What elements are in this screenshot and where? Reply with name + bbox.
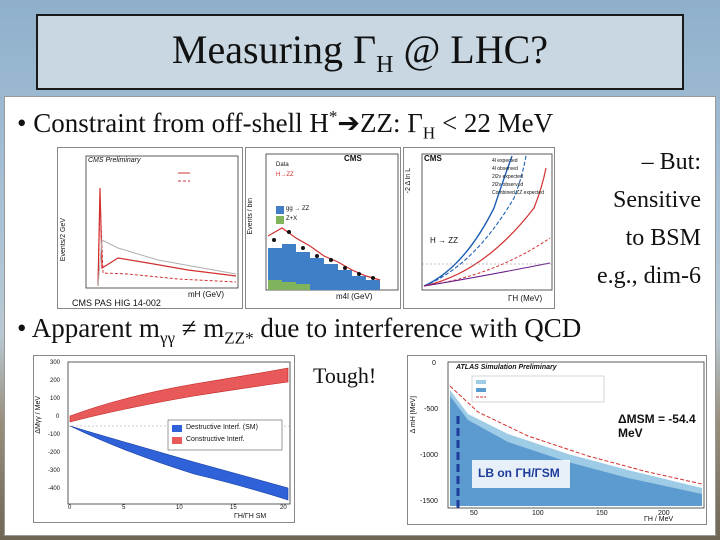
plot4-ylabel: ΔMγγ / MeV (35, 396, 42, 434)
side-note-bsm: to BSM (625, 225, 701, 251)
plot5-ylabel: Δ mH [MeV] (410, 396, 417, 434)
plot3-xlabel: ΓH (MeV) (508, 294, 543, 303)
plot2-ylabel: Events / bin (247, 198, 254, 235)
plot4-xtick-20: 20 (280, 505, 287, 511)
slide-title: Measuring ΓH @ LHC? (171, 26, 549, 78)
plot-cms-histogram: CMS Events / bin m4l (GeV) Data H→ZZ gg … (245, 147, 401, 309)
plot5-ytick-0: 0 (432, 360, 436, 367)
plot5-annotation: ΔMSM = -54.4 MeV (618, 412, 696, 440)
bullet-offshell-constraint: • Constraint from off-shell H*➔ZZ: ΓH < … (17, 107, 554, 143)
plot5-xtick-150: 150 (596, 510, 608, 517)
plot4-ytick-200: 200 (50, 378, 61, 384)
plot3-ylabel: -2 Δ ln L (405, 168, 412, 194)
plot2-legend-signal: H→ZZ (276, 172, 294, 178)
plot2-label: CMS (344, 154, 362, 163)
plot3-region: H → ZZ (430, 236, 458, 245)
tough-label: Tough! (313, 363, 377, 388)
plot1-ylabel: Events/2 GeV (60, 218, 67, 262)
plot5-ytick-m1000: -1000 (420, 452, 438, 459)
plot3-legend-combined: Combined ZZ expected (492, 190, 544, 196)
plot1-label: CMS Preliminary (88, 157, 141, 164)
plot4-ytick-100: 100 (50, 396, 61, 402)
side-note-dim6: e.g., dim-6 (597, 263, 701, 289)
plot4-legend-constructive: Constructive Interf. (186, 436, 245, 443)
plot2-legend-zx: Z+X (286, 216, 298, 222)
plot4-ytick-m200: -200 (48, 450, 61, 456)
slide-content: • Constraint from off-shell H*➔ZZ: ΓH < … (4, 96, 716, 536)
plot4-ytick-0: 0 (56, 414, 60, 420)
plot5-xtick-100: 100 (532, 510, 544, 517)
plot-cms-mass-distribution: CMS Preliminary Events/2 GeV mH (GeV) CM… (57, 147, 243, 309)
plot4-legend-destructive: Destructive Interf. (SM) (186, 424, 258, 431)
plot2-legend-ggzz: gg → ZZ (286, 206, 310, 212)
plot5-xlabel: ΓH / MeV (644, 516, 674, 523)
plot1-xlabel: mH (GeV) (188, 290, 224, 299)
plot-atlas-simulation: ATLAS Simulation Preliminary Δ mH [MeV] … (407, 355, 707, 525)
plot3-legend-2l2nu-obs: 2l2ν observed (492, 182, 524, 188)
plot4-xtick-10: 10 (176, 505, 183, 511)
plot4-xtick-15: 15 (230, 505, 237, 511)
plot4-xtick-0: 0 (68, 505, 72, 511)
plot5-xtick-200: 200 (658, 510, 670, 517)
plot3-label: CMS (424, 154, 442, 163)
plot4-ytick-m100: -100 (48, 432, 61, 438)
plot4-ytick-m300: -300 (48, 468, 61, 474)
plot5-box-text: LB on ΓH/ΓSM (478, 466, 560, 480)
plot-cms-likelihood: CMS -2 Δ ln L H → ZZ ΓH (MeV) 4l expecte… (403, 147, 555, 309)
title-box: Measuring ΓH @ LHC? (36, 14, 684, 90)
plot2-xlabel: m4l (GeV) (336, 292, 373, 301)
plot4-xlabel: ΓH/ΓH SM (234, 513, 267, 520)
side-note-but: – But: (641, 149, 701, 175)
plot1-caption: CMS PAS HIG 14-002 (72, 298, 161, 308)
plot3-legend-4l-obs: 4l observed (492, 166, 518, 172)
plot2-legend-data: Data (276, 162, 289, 168)
plot3-legend-4l-exp: 4l expected (492, 158, 518, 164)
plot4-ytick-300: 300 (50, 360, 61, 366)
plot4-ytick-m400: -400 (48, 486, 61, 492)
plot4-xtick-5: 5 (122, 505, 126, 511)
plot-mass-shift-bands: Destructive Interf. (SM) Constructive In… (33, 355, 295, 523)
plot5-label: ATLAS Simulation Preliminary (456, 364, 557, 371)
side-note-sensitive: Sensitive (613, 187, 701, 213)
plot5-ytick-m500: -500 (424, 406, 439, 413)
plot5-xtick-50: 50 (470, 510, 478, 517)
arrow-icon: ➔ (337, 108, 361, 138)
plot5-ytick-m1500: -1500 (420, 498, 438, 505)
plot3-legend-2l2nu-exp: 2l2ν expected (492, 174, 523, 180)
bullet-apparent-mass: • Apparent mγγ ≠ mZZ* due to interferenc… (17, 313, 582, 348)
